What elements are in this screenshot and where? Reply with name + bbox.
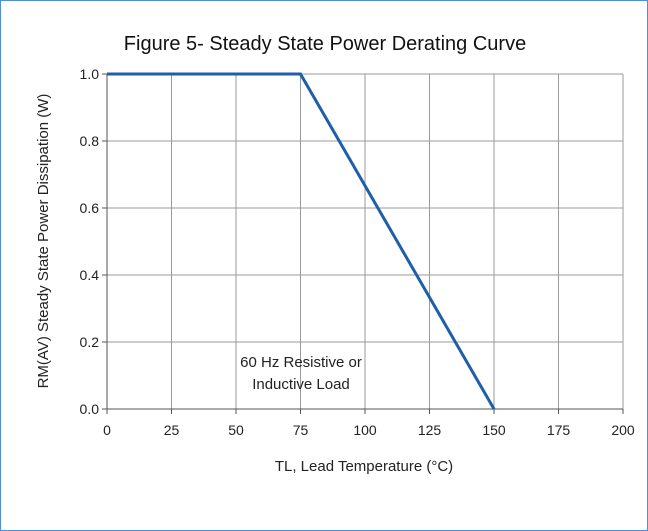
axes [102, 73, 624, 414]
x-axis-title: TL, Lead Temperature (°C) [275, 458, 453, 475]
y-tick-label: 0.4 [80, 267, 100, 283]
x-tick-label: 75 [293, 422, 309, 438]
grid-lines [106, 73, 624, 410]
y-axis-title: RM(AV) Steady State Power Dissipation (W… [35, 94, 52, 389]
y-tick-label: 0.6 [80, 200, 100, 216]
x-tick-label: 125 [418, 422, 442, 438]
x-tick-label: 0 [103, 422, 111, 438]
x-tick-label: 175 [547, 422, 571, 438]
x-tick-label: 50 [228, 422, 244, 438]
series-line [107, 72, 496, 410]
y-tick-label: 1.0 [80, 66, 100, 82]
x-tick-label: 200 [611, 422, 635, 438]
y-tick-label: 0.2 [80, 334, 100, 350]
annotation-line-1: 60 Hz Resistive or [240, 354, 362, 371]
tick-labels: 0 25 50 75 100 125 150 175 200 0.0 0.2 0.4 0.6 0.8 1.0 [80, 66, 635, 438]
chart-title: Figure 5- Steady State Power Derating Cu… [123, 33, 527, 55]
annotation-line-2: Inductive Load [252, 376, 350, 393]
x-tick-label: 25 [164, 422, 180, 438]
x-tick-label: 100 [353, 422, 377, 438]
series-group [107, 72, 496, 410]
y-tick-label: 0.0 [80, 401, 100, 417]
y-tick-label: 0.8 [80, 133, 100, 149]
x-tick-label: 150 [482, 422, 506, 438]
